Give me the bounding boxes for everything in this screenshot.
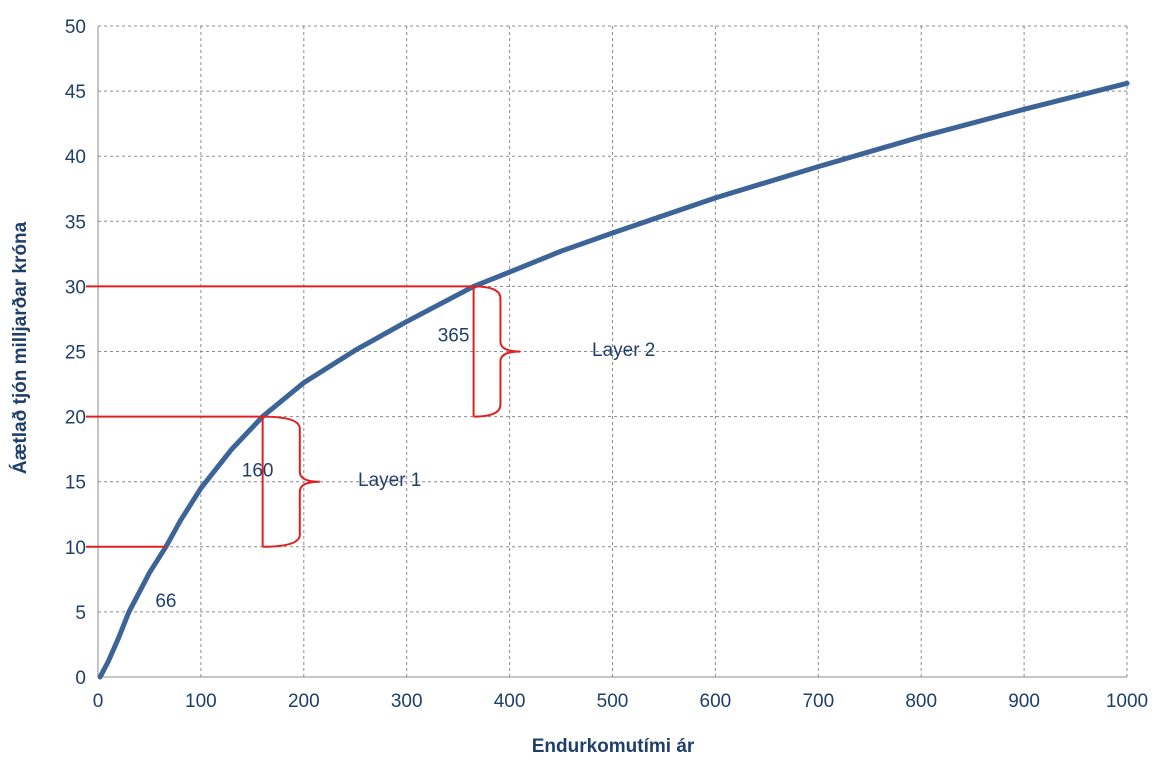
y-tick-label: 50 [65, 17, 86, 38]
y-tick-label: 10 [65, 538, 86, 559]
layer-1-brace [262, 415, 320, 548]
return-period-label-365: 365 [438, 325, 470, 346]
x-tick-label: 400 [494, 691, 526, 712]
y-tick-label: 40 [65, 147, 86, 168]
y-tick-label: 15 [65, 473, 86, 494]
return-period-label-160: 160 [242, 461, 274, 482]
return-period-label-66: 66 [155, 591, 176, 612]
y-tick-label: 20 [65, 408, 86, 429]
x-tick-label: 800 [905, 691, 937, 712]
x-tick-label: 700 [802, 691, 834, 712]
axes [97, 26, 1127, 678]
annotations-layer: 66 160 365 [86, 285, 521, 612]
y-tick-labels: 0 5 10 15 20 25 30 35 40 45 50 [65, 17, 86, 689]
grid-lines [98, 25, 1128, 677]
y-tick-label: 25 [65, 343, 86, 364]
y-axis-title: Áætlað tjón milljarðar króna [9, 221, 31, 474]
x-tick-label: 200 [288, 691, 320, 712]
x-tick-label: 1000 [1106, 691, 1148, 712]
y-tick-label: 0 [75, 668, 86, 689]
x-tick-label: 0 [93, 691, 104, 712]
x-tick-label: 300 [391, 691, 423, 712]
x-tick-labels: 0 100 200 300 400 500 600 700 800 900 1000 [93, 691, 1148, 712]
y-tick-label: 35 [65, 212, 86, 233]
x-axis-title: Endurkomutími ár [532, 736, 695, 757]
x-tick-label: 600 [700, 691, 732, 712]
layer-2-brace [473, 285, 521, 418]
loss-curve-line [97, 80, 1130, 680]
layer-2-label: Layer 2 [592, 340, 655, 361]
y-tick-label: 5 [75, 603, 86, 624]
x-tick-label: 900 [1008, 691, 1040, 712]
y-tick-label: 45 [65, 82, 86, 103]
x-tick-label: 100 [185, 691, 217, 712]
layer-1-label: Layer 1 [358, 470, 421, 491]
x-tick-label: 500 [597, 691, 629, 712]
series-layer [97, 80, 1130, 680]
y-tick-label: 30 [65, 277, 86, 298]
